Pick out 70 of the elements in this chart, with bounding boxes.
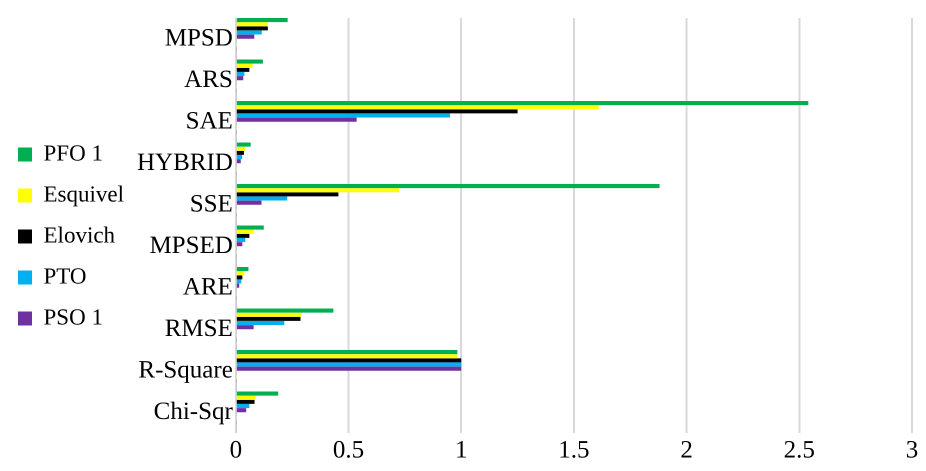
bar [236,234,250,238]
bar [236,271,244,276]
bar [236,408,246,412]
bar [236,362,462,367]
legend-label: Elovich [44,222,116,248]
y-tick-label: MPSD [164,24,233,52]
legend-label: PFO 1 [44,140,103,166]
y-tick-label: ARS [184,66,233,93]
y-tick-label: ARE [182,273,233,300]
bar [236,267,248,272]
y-tick-label: SSE [190,190,233,218]
y-tick-label: Chi-Sqr [154,398,234,425]
bar [236,325,254,330]
bar [236,396,256,400]
bar [236,105,599,110]
bar [236,142,251,147]
bar [236,18,288,22]
bar [236,113,450,118]
y-tick-label: HYBRID [136,148,233,176]
x-tick-label: 0 [230,436,242,464]
bar [236,30,262,35]
bar [236,101,808,106]
legend-label: PSO 1 [44,304,103,330]
x-tick-label: 2 [680,436,693,464]
x-tick-label: 3 [906,436,918,464]
y-tick-label: MPSED [149,232,233,259]
bar [236,26,268,30]
bar [236,200,262,205]
bar [236,358,462,362]
y-tick-label: SAE [186,107,233,134]
bar [236,192,338,196]
bar [236,64,253,68]
legend-label: Esquivel [44,182,124,207]
y-tick-label: RMSE [164,314,233,342]
x-tick-label: 2.5 [784,436,815,464]
x-tick-label: 1 [454,436,468,464]
bar [236,109,518,114]
bar [236,22,268,26]
bar [236,184,660,188]
bar [236,226,264,230]
bar [236,230,254,234]
bar [236,392,278,396]
x-tick-label: 0.5 [332,436,364,464]
bar [236,350,458,354]
bar [236,34,254,39]
y-tick-label: R-Square [138,356,233,384]
bar [236,188,400,192]
bar [236,275,242,280]
bar [236,404,250,408]
bar [236,400,255,404]
bar [236,146,246,151]
bar [236,238,246,242]
bar [236,118,357,122]
bar [236,154,242,160]
bar [236,308,334,313]
bar [236,320,284,326]
x-tick-label: 1.5 [558,436,590,464]
bar [236,76,244,80]
bar [236,196,288,201]
bar [236,150,244,155]
bar [236,312,302,317]
bar [236,316,301,321]
bar [236,242,242,246]
bar [236,159,241,164]
bar [236,354,458,358]
bar [236,72,244,76]
bar [236,366,462,371]
bar [236,60,263,64]
legend-label: PTO [44,264,87,289]
bar [236,68,250,72]
